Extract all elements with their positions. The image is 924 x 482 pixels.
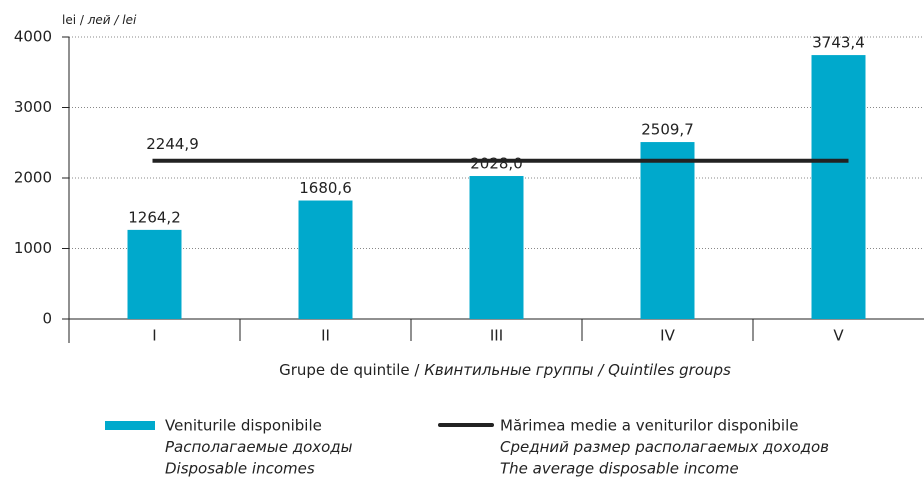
x-axis-label: Grupe de quintile / Квинтильные группы /…	[279, 361, 731, 379]
y-tick-label: 1000	[14, 239, 52, 257]
legend-swatch	[105, 421, 155, 430]
legend-label: Средний размер располагаемых доходов	[500, 438, 829, 456]
value-label: 2244,9	[146, 135, 199, 153]
legend-label: Располагаемые доходы	[165, 438, 353, 456]
x-tick-label: II	[321, 327, 330, 345]
value-label: 2028,0	[470, 155, 523, 173]
y-axis-label-part: лей / lei	[87, 13, 137, 27]
x-axis-label-part: Квинтильные группы / Quintiles groups	[424, 361, 731, 379]
x-tick-label: V	[833, 327, 844, 345]
y-tick-label: 0	[42, 310, 52, 328]
bar	[127, 229, 182, 319]
value-label: 1680,6	[299, 179, 352, 197]
value-label: 3743,4	[812, 34, 865, 52]
x-tick-label: I	[152, 327, 156, 345]
value-label: 2509,7	[641, 121, 694, 139]
legend-label: The average disposable income	[500, 460, 739, 478]
y-tick-label: 3000	[14, 98, 52, 116]
x-tick-label: III	[490, 327, 503, 345]
x-axis-label-part: Grupe de quintile /	[279, 361, 420, 379]
value-label: 1264,2	[128, 208, 181, 226]
y-axis-label: lei / лей / lei	[62, 13, 137, 27]
legend-label: Disposable incomes	[165, 460, 315, 478]
bar	[640, 142, 695, 319]
bar	[298, 200, 353, 319]
bar	[469, 176, 524, 319]
x-tick-label: IV	[660, 327, 675, 345]
y-tick-label: 4000	[14, 28, 52, 46]
y-tick-label: 2000	[14, 169, 52, 187]
y-axis-label-part: lei /	[62, 13, 85, 27]
bar	[811, 55, 866, 319]
legend-label: Veniturile disponibile	[165, 417, 322, 435]
legend-label: Mărimea medie a veniturilor disponibile	[500, 417, 799, 435]
